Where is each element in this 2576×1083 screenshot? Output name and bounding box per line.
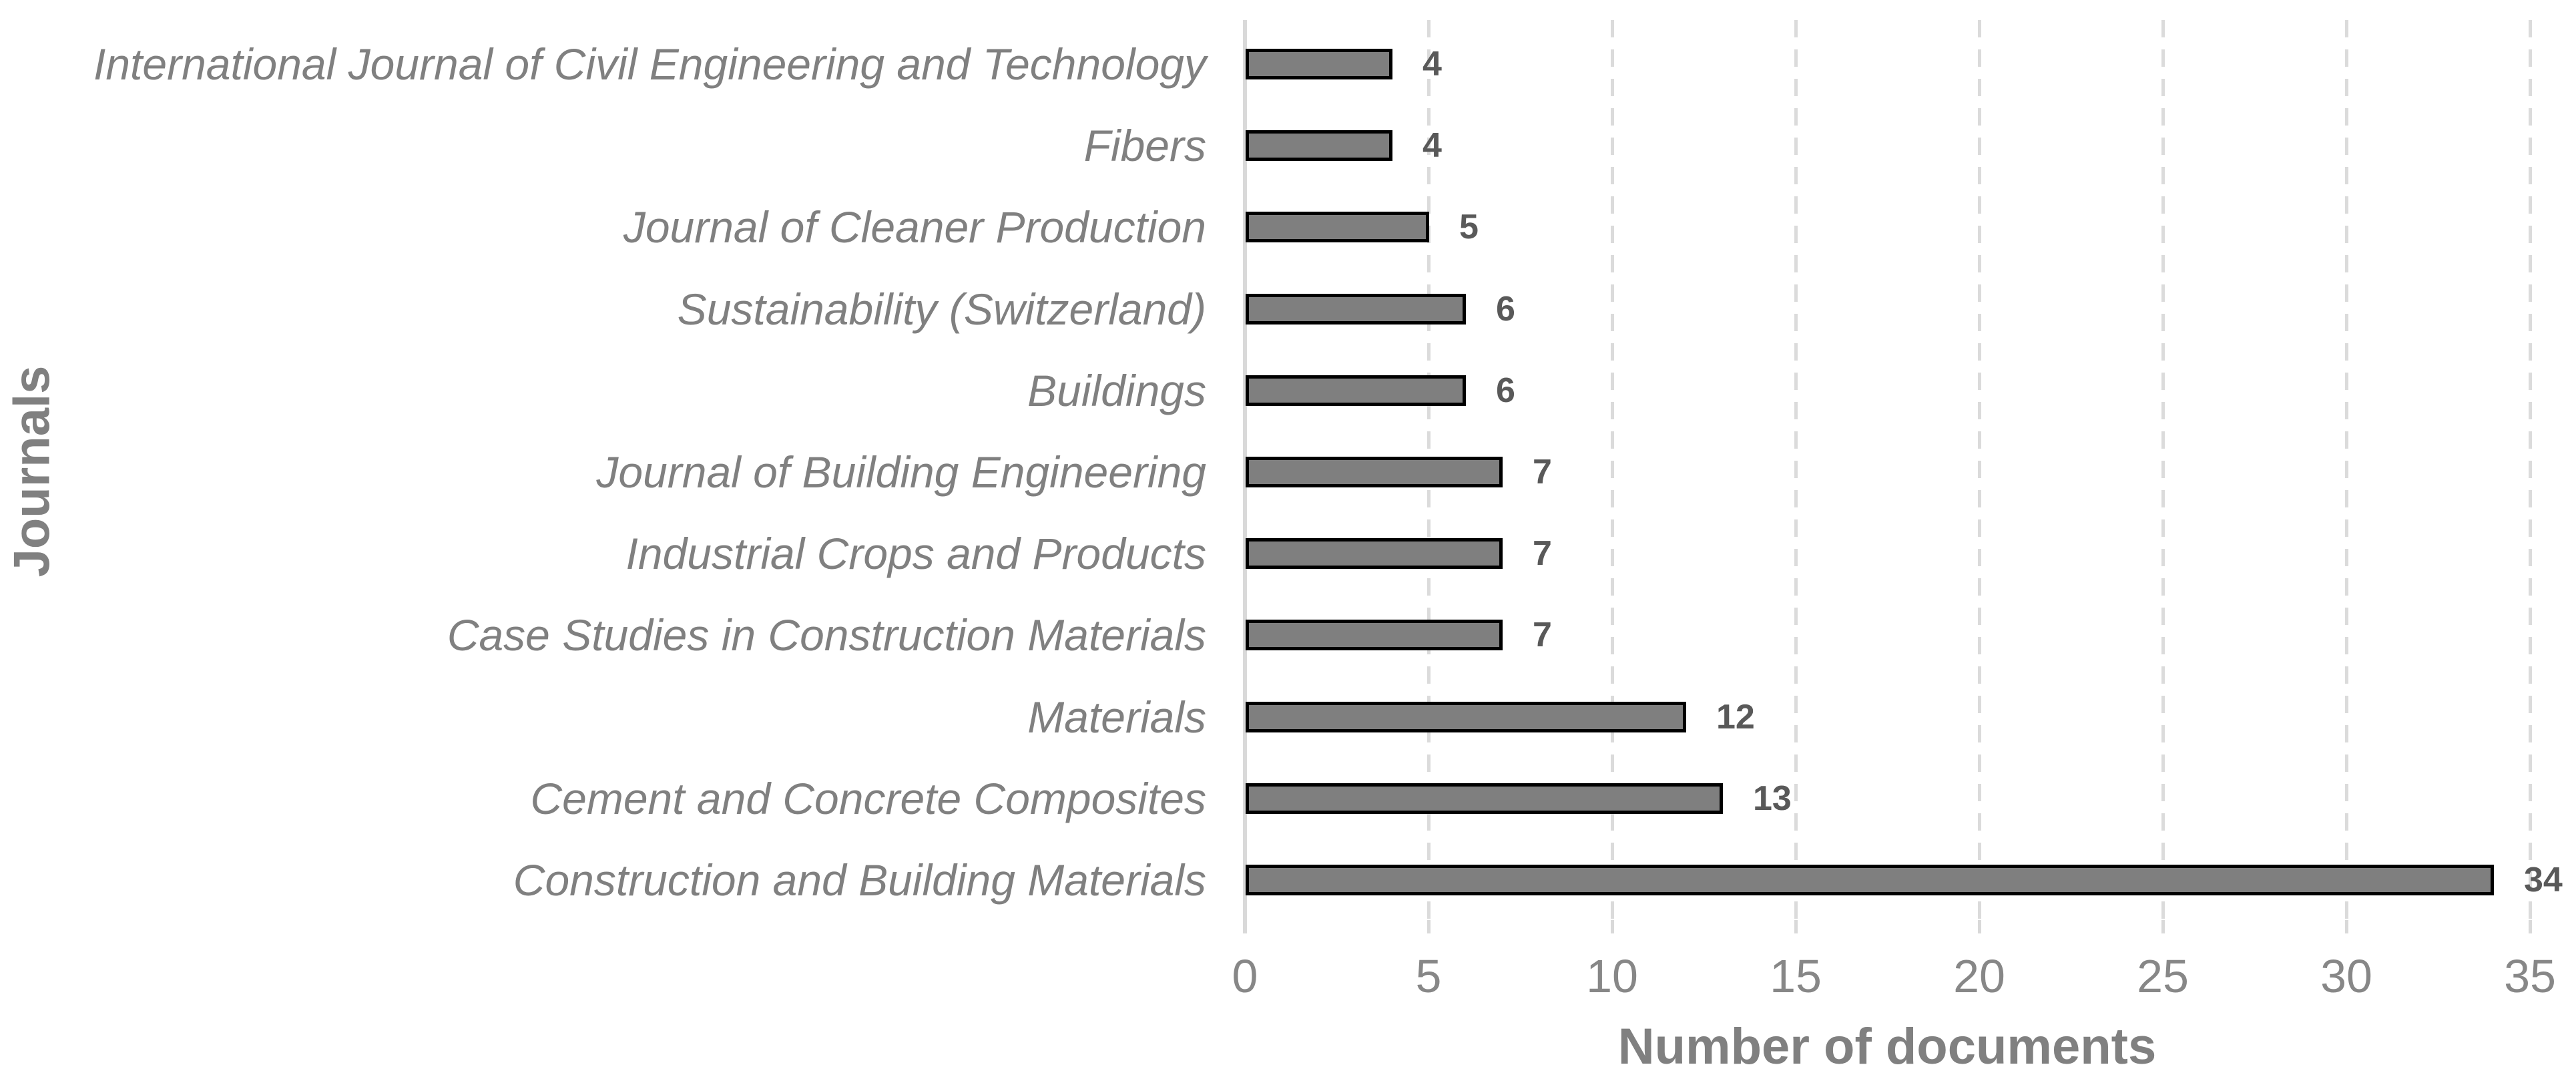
gridline [2344,20,2348,920]
tick-label: 0 [1232,950,1258,1002]
gridline [1977,20,1981,920]
bar [1246,130,1392,162]
gridline [2528,20,2532,920]
tick-mark [2528,920,2532,933]
tick-label: 25 [2137,950,2189,1002]
category-label: Journal of Building Engineering [596,447,1206,497]
bar [1246,49,1392,79]
bar [1246,620,1503,651]
tick-mark [1610,920,1614,933]
category-label: Materials [1027,692,1206,742]
value-label: 13 [1753,779,1792,818]
tick-mark [1977,920,1981,933]
bar [1246,457,1503,487]
gridline [2161,20,2165,920]
bar [1246,375,1466,406]
tick-label: 35 [2504,950,2556,1002]
category-label: Buildings [1027,365,1206,415]
tick-mark [2344,920,2348,933]
category-label: Cement and Concrete Composites [530,773,1207,823]
bar [1246,538,1503,570]
bar [1246,865,2494,895]
value-label: 6 [1496,289,1515,329]
tick-label: 10 [1586,950,1638,1002]
gridline [1610,20,1614,920]
bar [1246,293,1466,324]
category-label: Fibers [1083,121,1206,171]
category-label: Sustainability (Switzerland) [677,284,1206,334]
value-label: 4 [1423,45,1442,83]
bar [1246,701,1686,732]
value-label: 7 [1533,534,1552,574]
value-label: 34 [2524,861,2563,899]
tick-mark [1427,920,1431,933]
value-label: 7 [1533,616,1552,655]
tick-label: 30 [2320,950,2372,1002]
tick-mark [2161,920,2165,933]
value-label: 5 [1459,208,1479,247]
value-label: 6 [1496,371,1515,410]
value-label: 7 [1533,453,1552,491]
category-label: International Journal of Civil Engineeri… [93,39,1206,89]
category-label: Journal of Cleaner Production [623,202,1206,252]
value-label: 4 [1423,126,1442,166]
tick-label: 20 [1953,950,2005,1002]
bar [1246,783,1723,814]
tick-mark [1794,920,1798,933]
value-label: 12 [1716,697,1755,736]
category-label: Construction and Building Materials [513,855,1206,905]
x-axis-title: Number of documents [1617,1018,2157,1075]
category-label: Industrial Crops and Products [625,529,1206,579]
category-label: Case Studies in Construction Materials [447,610,1206,660]
y-axis-line [1243,20,1247,933]
tick-label: 5 [1415,950,1442,1002]
gridline [1794,20,1798,920]
bar [1246,212,1429,243]
tick-label: 15 [1770,950,1822,1002]
